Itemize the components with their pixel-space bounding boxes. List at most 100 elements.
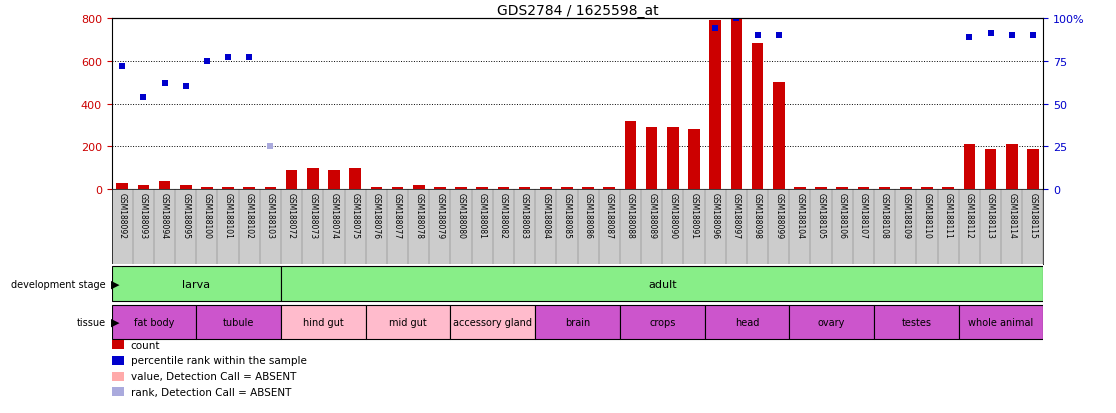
Text: GSM188112: GSM188112 [965,192,974,238]
Text: tissue: tissue [77,317,106,327]
Text: GSM188109: GSM188109 [902,192,911,238]
Bar [281,266,1043,301]
Bar [112,266,281,301]
Text: GSM188083: GSM188083 [520,192,529,238]
Text: GSM188088: GSM188088 [626,192,635,238]
Bar [116,183,128,190]
Text: head: head [734,317,759,327]
Bar [196,306,281,339]
Bar [112,306,196,339]
Bar [625,121,636,190]
Bar [816,188,827,190]
Text: GSM188091: GSM188091 [690,192,699,238]
Bar [619,306,704,339]
Text: GSM188081: GSM188081 [478,192,487,238]
Text: GSM188073: GSM188073 [308,192,317,238]
Text: GSM188089: GSM188089 [647,192,656,238]
Bar [180,186,192,190]
Bar [307,169,319,190]
Text: GSM188114: GSM188114 [1008,192,1017,238]
Bar [328,171,339,190]
Bar [434,188,445,190]
Text: GSM188111: GSM188111 [944,192,953,238]
Text: GSM188100: GSM188100 [202,192,211,238]
Bar [451,306,536,339]
Text: rank, Detection Call = ABSENT: rank, Detection Call = ABSENT [131,387,291,397]
Bar [857,188,869,190]
Text: GSM188074: GSM188074 [329,192,338,238]
Text: larva: larva [182,279,211,289]
Bar [158,181,171,190]
Bar [710,21,721,190]
Bar [963,145,975,190]
Bar [243,188,256,190]
Bar [731,19,742,190]
Bar [959,306,1043,339]
Text: GSM188082: GSM188082 [499,192,508,238]
Text: GSM188113: GSM188113 [987,192,995,238]
Bar [540,188,551,190]
Text: GSM188108: GSM188108 [881,192,889,238]
Text: GSM188077: GSM188077 [393,192,402,238]
Bar [536,306,619,339]
Text: GSM188085: GSM188085 [562,192,571,238]
Text: ▶: ▶ [110,317,119,327]
Text: percentile rank within the sample: percentile rank within the sample [131,356,307,366]
Text: crops: crops [650,317,675,327]
Text: GSM188084: GSM188084 [541,192,550,238]
Bar [349,169,360,190]
Bar [264,188,277,190]
Text: ovary: ovary [818,317,845,327]
Bar [519,188,530,190]
Text: GSM188090: GSM188090 [668,192,677,238]
Text: tubule: tubule [223,317,254,327]
Bar [789,306,874,339]
Text: GSM188072: GSM188072 [287,192,296,238]
Bar [984,149,997,190]
Text: GSM188105: GSM188105 [817,192,826,238]
Bar [878,188,891,190]
Text: GSM188075: GSM188075 [350,192,359,238]
Bar [752,44,763,190]
Bar [137,186,150,190]
Bar [281,306,366,339]
Text: GSM188093: GSM188093 [138,192,147,238]
Text: GSM188107: GSM188107 [859,192,868,238]
Bar [392,188,403,190]
Bar [1027,149,1039,190]
Bar [689,130,700,190]
Text: GSM188115: GSM188115 [1028,192,1038,238]
Text: adult: adult [648,279,676,289]
Bar [704,306,789,339]
Text: GSM188095: GSM188095 [181,192,190,238]
Text: GSM188076: GSM188076 [372,192,381,238]
Text: GSM188078: GSM188078 [414,192,423,238]
Bar [646,128,657,190]
Bar [583,188,594,190]
Text: GSM188080: GSM188080 [456,192,465,238]
Text: GSM188102: GSM188102 [244,192,253,238]
Bar [773,83,785,190]
Text: GSM188079: GSM188079 [435,192,444,238]
Bar [477,188,488,190]
Text: GSM188106: GSM188106 [838,192,847,238]
Text: GSM188094: GSM188094 [160,192,169,238]
Bar [795,188,806,190]
Text: GSM188086: GSM188086 [584,192,593,238]
Text: count: count [131,340,160,350]
Bar [667,128,679,190]
Bar [942,188,954,190]
Text: GSM188087: GSM188087 [605,192,614,238]
Text: GSM188104: GSM188104 [796,192,805,238]
Bar [874,306,959,339]
Bar [899,188,912,190]
Bar [498,188,509,190]
Bar [222,188,234,190]
Text: GSM188097: GSM188097 [732,192,741,238]
Text: GSM188110: GSM188110 [923,192,932,238]
Text: GSM188098: GSM188098 [753,192,762,238]
Bar [836,188,848,190]
Bar [366,306,451,339]
Bar [604,188,615,190]
Bar [413,186,424,190]
